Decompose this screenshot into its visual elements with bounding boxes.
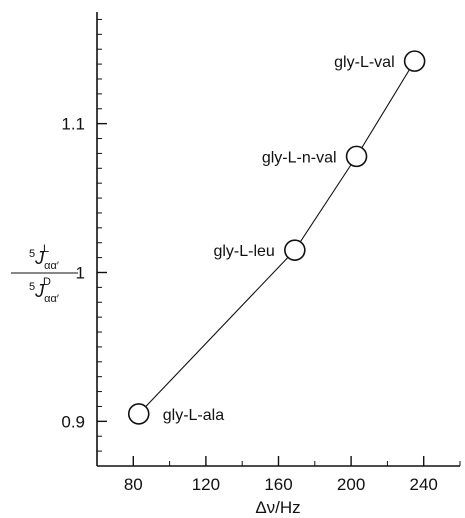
data-markers [127, 50, 426, 425]
y-tick-label: 0.9 [61, 412, 85, 431]
point-label: gly-L-leu [213, 243, 274, 260]
y-ticks: 0.9 1 1.1 [61, 115, 107, 431]
x-tick-label: 240 [410, 475, 438, 494]
data-point [345, 145, 368, 168]
data-point [127, 403, 150, 425]
x-tick-label: 80 [124, 475, 143, 494]
y-axis-title-denominator: 5Jαα′D [29, 276, 59, 305]
x-tick-label: 120 [192, 475, 220, 494]
x-axis-title: Δν/Hz [255, 498, 300, 517]
y-axis-title-numerator: 5Jαα′L [29, 243, 59, 272]
point-labels: gly-L-ala gly-L-leu gly-L-n-val gly-L-val [163, 54, 395, 424]
x-minor-ticks [96, 461, 461, 466]
x-tick-label: 160 [264, 475, 292, 494]
x-ticks: 80 120 160 200 240 [124, 456, 438, 494]
y-axis-title: 5Jαα′L 5Jαα′D [11, 243, 78, 305]
data-point [403, 50, 426, 72]
y-tick-label: 1.1 [61, 115, 85, 134]
point-label: gly-L-n-val [262, 149, 337, 166]
point-label: gly-L-val [334, 54, 394, 71]
x-tick-label: 200 [337, 475, 365, 494]
data-point [284, 239, 306, 261]
point-label: gly-L-ala [163, 407, 224, 424]
series-line [138, 60, 416, 415]
y-tick-label: 1 [76, 263, 85, 282]
y-minor-ticks [97, 18, 102, 467]
